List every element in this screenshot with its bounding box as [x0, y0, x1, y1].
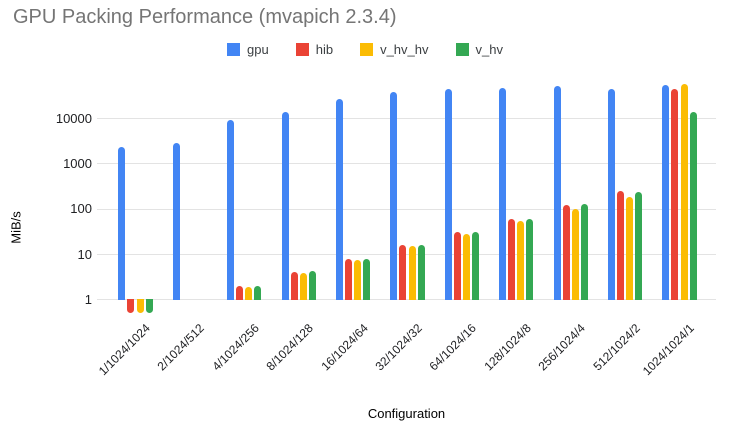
legend-label: v_hv_hv — [380, 42, 429, 57]
legend-item-gpu: gpu — [227, 42, 269, 57]
gridline-10000 — [97, 118, 716, 120]
y-axis-title: MiB/s — [8, 211, 24, 244]
legend-swatch-v_hv — [455, 43, 469, 56]
bar-gpu — [499, 87, 507, 301]
chart-title: GPU Packing Performance (mvapich 2.3.4) — [13, 6, 397, 28]
legend-label: hib — [315, 42, 334, 57]
bar-v_hv_hv — [571, 208, 579, 301]
bar-gpu — [172, 142, 180, 301]
bar-hib — [399, 244, 407, 301]
gridline-10 — [97, 254, 716, 255]
bar-gpu — [607, 88, 615, 301]
bar-hib — [453, 232, 461, 301]
bar-gpu — [335, 99, 343, 301]
legend-label: gpu — [247, 42, 269, 57]
legend-swatch-gpu — [227, 43, 241, 56]
bar-v_hv — [580, 204, 588, 301]
legend-item-hib: hib — [295, 42, 334, 57]
bar-hib — [617, 190, 624, 301]
bar-v_hv — [417, 244, 425, 301]
bar-v_hv_hv — [680, 83, 688, 301]
gridline-1000 — [97, 163, 716, 165]
bar-v_hv_hv — [626, 197, 634, 301]
y-tick-label: 100 — [70, 201, 92, 217]
bar-v_hv_hv — [299, 272, 307, 301]
y-tick-label: 10 — [77, 246, 92, 262]
legend-swatch-v_hv_hv — [360, 43, 374, 56]
bar-v_hv_hv — [462, 233, 470, 301]
bar-hib — [127, 299, 135, 313]
legend-label: v_hv — [475, 42, 503, 57]
legend-item-v_hv_hv: v_hv_hv — [360, 42, 429, 57]
bar-hib — [236, 285, 244, 301]
x-axis-title: Configuration — [367, 406, 446, 421]
bar-v_hv — [689, 111, 697, 301]
legend-swatch-hib — [295, 43, 309, 56]
bar-v_hv — [635, 191, 643, 301]
bar-v_hv — [472, 231, 479, 301]
bar-v_hv_hv — [136, 299, 144, 313]
bar-gpu — [553, 85, 561, 301]
legend-item-v_hv: v_hv — [455, 42, 503, 57]
gridline-100 — [97, 208, 716, 210]
bar-v_hv_hv — [245, 286, 253, 301]
bar-v_hv — [145, 299, 153, 313]
bar-hib — [290, 272, 298, 301]
gridline-1 — [97, 299, 716, 301]
bar-v_hv — [254, 285, 262, 301]
bar-v_hv_hv — [517, 221, 525, 301]
bar-hib — [562, 205, 570, 301]
bar-gpu — [390, 91, 398, 301]
legend: gpu hib v_hv_hv v_hv — [0, 42, 730, 57]
bar-v_hv — [308, 271, 316, 301]
bar-v_hv — [526, 219, 534, 301]
y-tick-label: 1 — [84, 291, 92, 307]
bar-v_hv_hv — [354, 259, 362, 301]
bar-gpu — [227, 120, 235, 301]
bar-hib — [671, 89, 679, 301]
y-tick-label: 1000 — [63, 155, 92, 171]
y-tick-label: 10000 — [55, 110, 92, 126]
bar-gpu — [444, 88, 452, 301]
bar-gpu — [662, 84, 670, 301]
bar-gpu — [118, 147, 126, 301]
bar-v_hv_hv — [408, 246, 416, 301]
bar-hib — [508, 219, 516, 301]
bar-gpu — [281, 111, 289, 301]
bar-v_hv — [363, 258, 371, 301]
bar-hib — [345, 258, 352, 301]
